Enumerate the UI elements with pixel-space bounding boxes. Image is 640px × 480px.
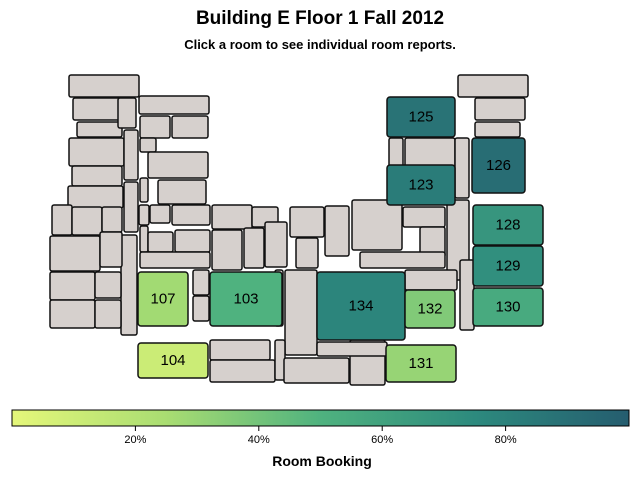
unbooked-room — [404, 269, 458, 291]
unbooked-room — [68, 137, 125, 167]
unbooked-room — [351, 199, 403, 251]
room-107[interactable]: 107 — [137, 271, 189, 327]
room-shape[interactable] — [386, 96, 456, 138]
unbooked-room — [289, 206, 325, 238]
unbooked-room — [316, 341, 388, 357]
unbooked-room — [192, 295, 210, 322]
unbooked-room — [49, 235, 101, 272]
room-shape[interactable] — [472, 245, 544, 287]
unbooked-room — [138, 95, 210, 115]
unbooked-room — [211, 204, 253, 230]
unbooked-room — [139, 177, 149, 203]
room-shape[interactable] — [137, 271, 189, 327]
room-134[interactable]: 134 — [316, 271, 406, 341]
unbooked-room — [101, 206, 123, 233]
room-shape[interactable] — [386, 164, 456, 206]
room-131[interactable]: 131 — [385, 344, 457, 383]
room-shape[interactable] — [209, 271, 283, 327]
unbooked-room — [402, 206, 446, 228]
room-132[interactable]: 132 — [404, 289, 456, 329]
legend-color-bar — [11, 409, 630, 427]
unbooked-room — [474, 97, 526, 121]
unbooked-room — [71, 165, 123, 187]
unbooked-room — [94, 271, 122, 299]
unbooked-room — [459, 259, 475, 331]
unbooked-room — [123, 181, 139, 233]
unbooked-room — [324, 205, 350, 257]
unbooked-room — [388, 137, 404, 169]
unbooked-room — [120, 234, 138, 336]
unbooked-room — [49, 299, 96, 329]
unbooked-room — [284, 269, 318, 356]
unbooked-room — [139, 225, 149, 253]
unbooked-room — [454, 137, 470, 199]
room-shape[interactable] — [137, 342, 209, 379]
unbooked-room — [49, 271, 96, 301]
room-shape[interactable] — [404, 289, 456, 329]
unbooked-room — [139, 251, 211, 269]
room-shape[interactable] — [472, 287, 544, 327]
room-shape[interactable] — [472, 204, 544, 246]
page-subtitle: Click a room to see individual room repo… — [184, 37, 456, 52]
unbooked-room — [174, 229, 211, 253]
unbooked-room — [295, 237, 319, 269]
unbooked-room — [139, 115, 171, 139]
unbooked-room — [209, 339, 271, 361]
room-shape[interactable] — [385, 344, 457, 383]
legend-tick-label: 80% — [495, 434, 517, 446]
unbooked-room — [171, 115, 209, 139]
legend-tick-label: 60% — [371, 434, 393, 446]
unbooked-room — [51, 204, 73, 236]
unbooked-room — [68, 74, 140, 98]
page-title: Building E Floor 1 Fall 2012 — [195, 8, 445, 29]
room-123[interactable]: 123 — [386, 164, 456, 206]
unbooked-room — [72, 97, 124, 121]
unbooked-room — [474, 121, 521, 138]
legend-title: Room Booking — [272, 453, 372, 469]
room-128[interactable]: 128 — [472, 204, 544, 246]
unbooked-room — [117, 97, 137, 129]
legend-tick-label: 40% — [248, 434, 270, 446]
unbooked-room — [147, 151, 209, 179]
unbooked-room — [283, 357, 350, 384]
room-130[interactable]: 130 — [472, 287, 544, 327]
room-125[interactable]: 125 — [386, 96, 456, 138]
unbooked-room — [171, 204, 211, 226]
room-shape[interactable] — [471, 137, 526, 194]
unbooked-room — [209, 359, 276, 383]
unbooked-room — [404, 137, 456, 169]
unbooked-room — [76, 121, 123, 138]
unbooked-room — [123, 129, 139, 181]
unbooked-room — [67, 185, 124, 209]
unbooked-room — [457, 74, 529, 98]
unbooked-room — [147, 231, 174, 253]
unbooked-room — [71, 206, 103, 236]
unbooked-room — [149, 204, 171, 224]
room-126[interactable]: 126 — [471, 137, 526, 194]
unbooked-room — [264, 221, 288, 268]
unbooked-room — [192, 269, 210, 296]
unbooked-rooms — [49, 74, 529, 386]
unbooked-room — [211, 229, 243, 271]
legend-tick-label: 20% — [124, 434, 146, 446]
unbooked-room — [243, 227, 265, 269]
unbooked-room — [359, 251, 446, 269]
unbooked-room — [99, 231, 123, 268]
color-legend: 20% 40% 60% 80% Room Booking — [11, 409, 630, 469]
room-shape[interactable] — [316, 271, 406, 341]
room-104[interactable]: 104 — [137, 342, 209, 379]
unbooked-room — [94, 299, 122, 329]
unbooked-room — [138, 204, 150, 226]
unbooked-room — [139, 137, 157, 153]
room-103[interactable]: 103 — [209, 271, 283, 327]
unbooked-room — [157, 179, 207, 205]
room-129[interactable]: 129 — [472, 245, 544, 287]
